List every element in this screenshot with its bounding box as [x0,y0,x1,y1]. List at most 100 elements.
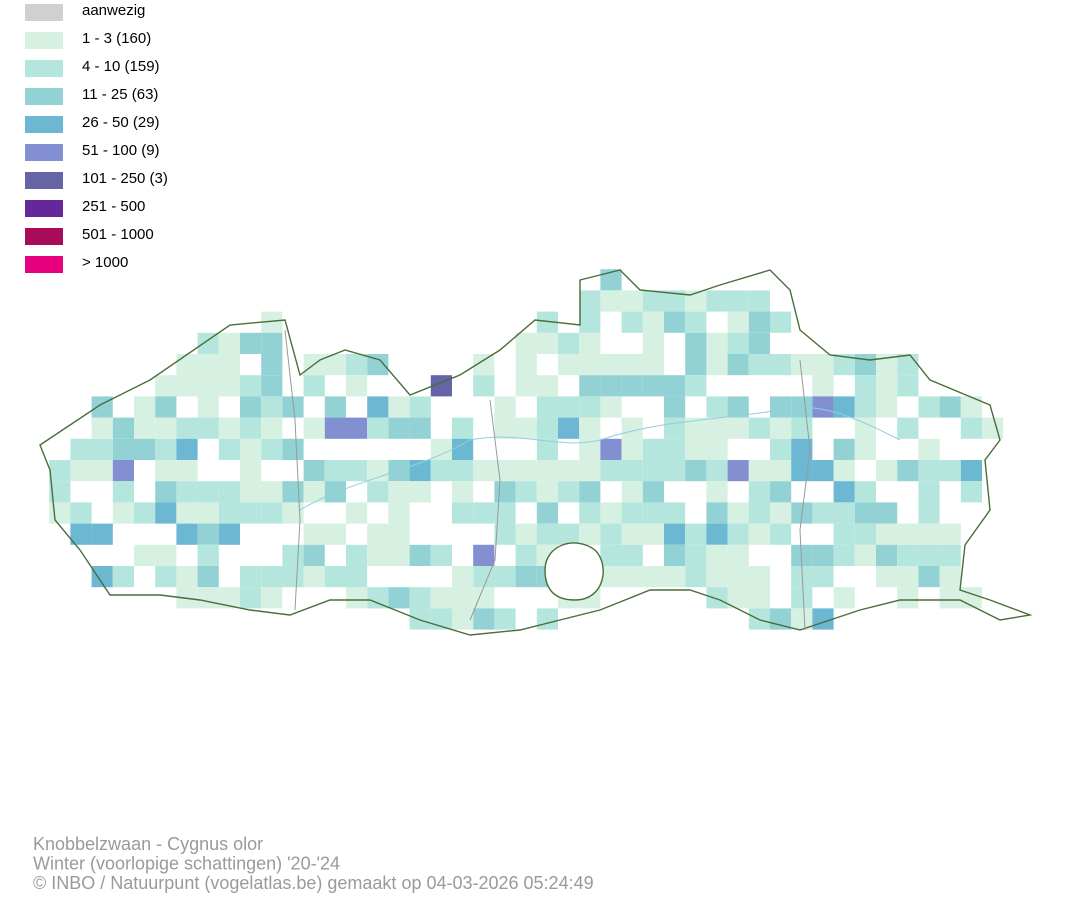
grid-cell [324,566,346,588]
grid-cell [282,566,304,588]
grid-cell [727,566,749,588]
grid-cell [303,544,325,566]
grid-cell [197,481,219,503]
grid-cell [642,332,664,354]
grid-cell [452,481,474,503]
grid-cell [748,502,770,524]
grid-cell [91,460,113,482]
grid-cell [664,311,686,333]
grid-cell [770,460,792,482]
grid-cell [494,608,516,630]
grid-cell [748,332,770,354]
grid-cell [621,544,643,566]
grid-cell [70,523,92,545]
legend-label: 251 - 500 [82,198,145,215]
grid-cell [685,566,707,588]
grid-cell [218,502,240,524]
grid-cell [579,290,601,312]
grid-cell [748,460,770,482]
grid-cell [303,417,325,439]
grid-cell [515,566,537,588]
grid-cell [473,375,495,397]
grid-cell [918,481,940,503]
grid-cell [473,502,495,524]
grid-cell [303,481,325,503]
grid-cell [240,438,262,460]
grid-cell [770,502,792,524]
grid-cell [70,460,92,482]
grid-cell [112,417,134,439]
grid-cell [664,396,686,418]
grid-cell [536,438,558,460]
grid-cell [494,523,516,545]
grid-cell [876,375,898,397]
grid-cell [664,523,686,545]
grid-cell [833,587,855,609]
grid-cell [155,460,177,482]
grid-cell [812,354,834,376]
grid-cell [897,417,919,439]
grid-cell [791,438,813,460]
grid-cell [558,417,580,439]
grid-cell [282,544,304,566]
grid-cell [218,354,240,376]
grid-cell [897,523,919,545]
grid-cell [536,417,558,439]
grid-cell [409,481,431,503]
grid-cell [727,460,749,482]
grid-cell [876,502,898,524]
grid-cell [833,460,855,482]
grid-cell [579,523,601,545]
grid-cell [854,523,876,545]
grid-cell [791,608,813,630]
grid-cell [346,587,368,609]
grid-cell [324,417,346,439]
grid-cell [770,438,792,460]
grid-cell [770,417,792,439]
grid-cell [240,460,262,482]
grid-cell [324,396,346,418]
grid-cell [600,544,622,566]
grid-cell [854,438,876,460]
grid-cell [176,354,198,376]
grid-cell [748,587,770,609]
grid-cell [727,332,749,354]
grid-cell [706,417,728,439]
grid-cell [367,523,389,545]
grid-cell [388,502,410,524]
grid-cell [876,396,898,418]
grid-cell [770,481,792,503]
region-border [39,269,1033,636]
grid-cell [600,354,622,376]
grid-cell [558,354,580,376]
grid-cell [324,523,346,545]
grid-cell [91,417,113,439]
grid-cell [388,544,410,566]
grid-cell [642,354,664,376]
grid-cell [876,354,898,376]
grid-cell [833,544,855,566]
grid-cell [579,332,601,354]
grid-cell [685,417,707,439]
grid-cell [579,311,601,333]
grid-cell [282,502,304,524]
grid-cell [155,375,177,397]
grid-cell [918,460,940,482]
grid-cell [452,438,474,460]
grid-cell [473,566,495,588]
grid-cell [515,375,537,397]
grid-cell [642,290,664,312]
grid-cell [685,332,707,354]
grid-cell [791,587,813,609]
grid-cell [897,544,919,566]
legend-label: 51 - 100 (9) [82,142,160,159]
grid-cell [706,481,728,503]
grid-cell [685,460,707,482]
legend-label: 501 - 1000 [82,226,154,243]
grid-cell [197,354,219,376]
grid-cell [791,460,813,482]
grid-cell [748,481,770,503]
grid-cell [706,332,728,354]
grid-cell [833,396,855,418]
